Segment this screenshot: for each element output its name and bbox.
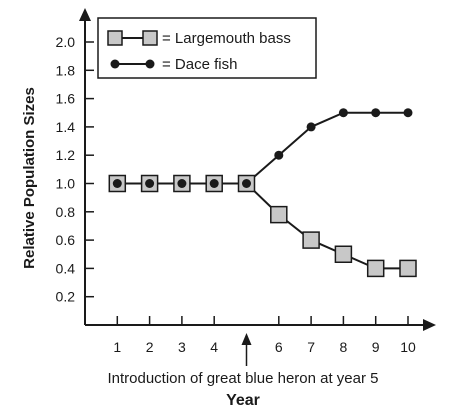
series-layer xyxy=(108,108,417,278)
bass-line xyxy=(117,182,408,270)
x-axis-label: Year xyxy=(226,392,260,409)
x-tick-label: 3 xyxy=(178,339,186,355)
legend-dace-label: = Dace fish xyxy=(162,56,237,73)
y-tick-label: 0.8 xyxy=(56,204,76,220)
x-tick-label: 4 xyxy=(210,339,218,355)
legend-dace-marker-left xyxy=(110,59,120,69)
y-ticks: 0.2 0.4 0.6 0.8 1.0 1.2 1.4 1.6 1.8 2.0 xyxy=(56,34,94,305)
legend-entry-dace: = Dace fish xyxy=(110,56,237,73)
x-ticks: 1 2 3 4 6 7 8 9 10 xyxy=(113,316,416,355)
bass-point xyxy=(334,245,353,263)
dace-point xyxy=(242,179,251,188)
y-tick-label: 0.2 xyxy=(56,289,76,305)
bass-point xyxy=(302,231,320,249)
y-tick-label: 1.2 xyxy=(56,147,76,163)
heron-arrow-head xyxy=(241,333,252,345)
dace-point xyxy=(338,108,348,118)
legend-dace-marker-right xyxy=(145,59,155,69)
y-tick-label: 1.8 xyxy=(56,62,76,78)
y-tick-label: 1.4 xyxy=(56,119,76,135)
legend-bass-label: = Largemouth bass xyxy=(162,30,291,47)
dace-point xyxy=(371,108,381,118)
dace-point xyxy=(306,122,316,132)
dace-point xyxy=(209,179,219,188)
y-tick-label: 2.0 xyxy=(56,34,76,50)
bass-point xyxy=(366,259,385,278)
x-axis-arrow xyxy=(423,319,436,331)
dace-line xyxy=(117,111,408,185)
y-axis-arrow xyxy=(79,8,91,21)
x-tick-label: 7 xyxy=(307,339,315,355)
x-tick-label: 2 xyxy=(146,339,154,355)
x-tick-label: 10 xyxy=(400,339,416,355)
heron-annotation: Introduction of great blue heron at year… xyxy=(107,370,378,387)
dace-point xyxy=(112,179,122,188)
legend-bass-marker-right xyxy=(142,30,158,46)
y-tick-label: 0.4 xyxy=(56,260,76,276)
y-tick-label: 1.0 xyxy=(56,176,76,192)
dace-point xyxy=(274,150,284,160)
legend-bass-marker-left xyxy=(107,30,123,46)
x-tick-label: 8 xyxy=(340,339,348,355)
y-axis-label: Relative Population Sizes xyxy=(21,87,38,269)
y-tick-label: 0.6 xyxy=(56,232,76,248)
dace-point xyxy=(403,108,413,118)
bass-point xyxy=(399,259,417,278)
x-tick-label: 9 xyxy=(372,339,380,355)
y-tick-label: 1.6 xyxy=(56,91,76,107)
x-tick-label: 6 xyxy=(275,339,283,355)
bass-point xyxy=(270,205,288,224)
dace-point xyxy=(177,179,187,188)
legend-box xyxy=(97,17,317,79)
legend: = Largemouth bass = Dace fish xyxy=(97,17,317,79)
dace-point xyxy=(145,179,155,188)
legend-entry-bass: = Largemouth bass xyxy=(107,30,291,47)
heron-arrow xyxy=(241,333,252,366)
x-tick-label: 1 xyxy=(113,339,121,355)
